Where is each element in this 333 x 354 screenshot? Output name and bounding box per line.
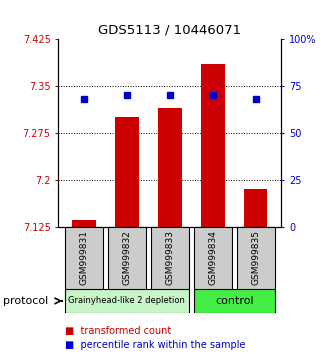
Title: GDS5113 / 10446071: GDS5113 / 10446071 — [98, 23, 241, 36]
Text: GSM999832: GSM999832 — [123, 230, 132, 285]
Bar — [194, 289, 274, 313]
Bar — [72, 220, 96, 227]
Bar — [108, 227, 146, 289]
Text: Grainyhead-like 2 depletion: Grainyhead-like 2 depletion — [69, 296, 185, 306]
Text: GSM999835: GSM999835 — [251, 230, 260, 285]
Text: GSM999831: GSM999831 — [80, 230, 89, 285]
Bar — [201, 64, 224, 227]
Text: protocol: protocol — [3, 296, 49, 306]
Bar — [194, 227, 232, 289]
Text: control: control — [215, 296, 253, 306]
Bar — [237, 227, 274, 289]
Text: GSM999834: GSM999834 — [208, 230, 217, 285]
Text: ■  transformed count: ■ transformed count — [65, 326, 171, 336]
Bar — [65, 227, 103, 289]
Text: GSM999833: GSM999833 — [165, 230, 174, 285]
Text: ■  percentile rank within the sample: ■ percentile rank within the sample — [65, 340, 245, 350]
Bar — [151, 227, 189, 289]
Bar — [244, 189, 267, 227]
Bar — [115, 117, 139, 227]
Bar — [158, 108, 181, 227]
Bar — [65, 289, 189, 313]
